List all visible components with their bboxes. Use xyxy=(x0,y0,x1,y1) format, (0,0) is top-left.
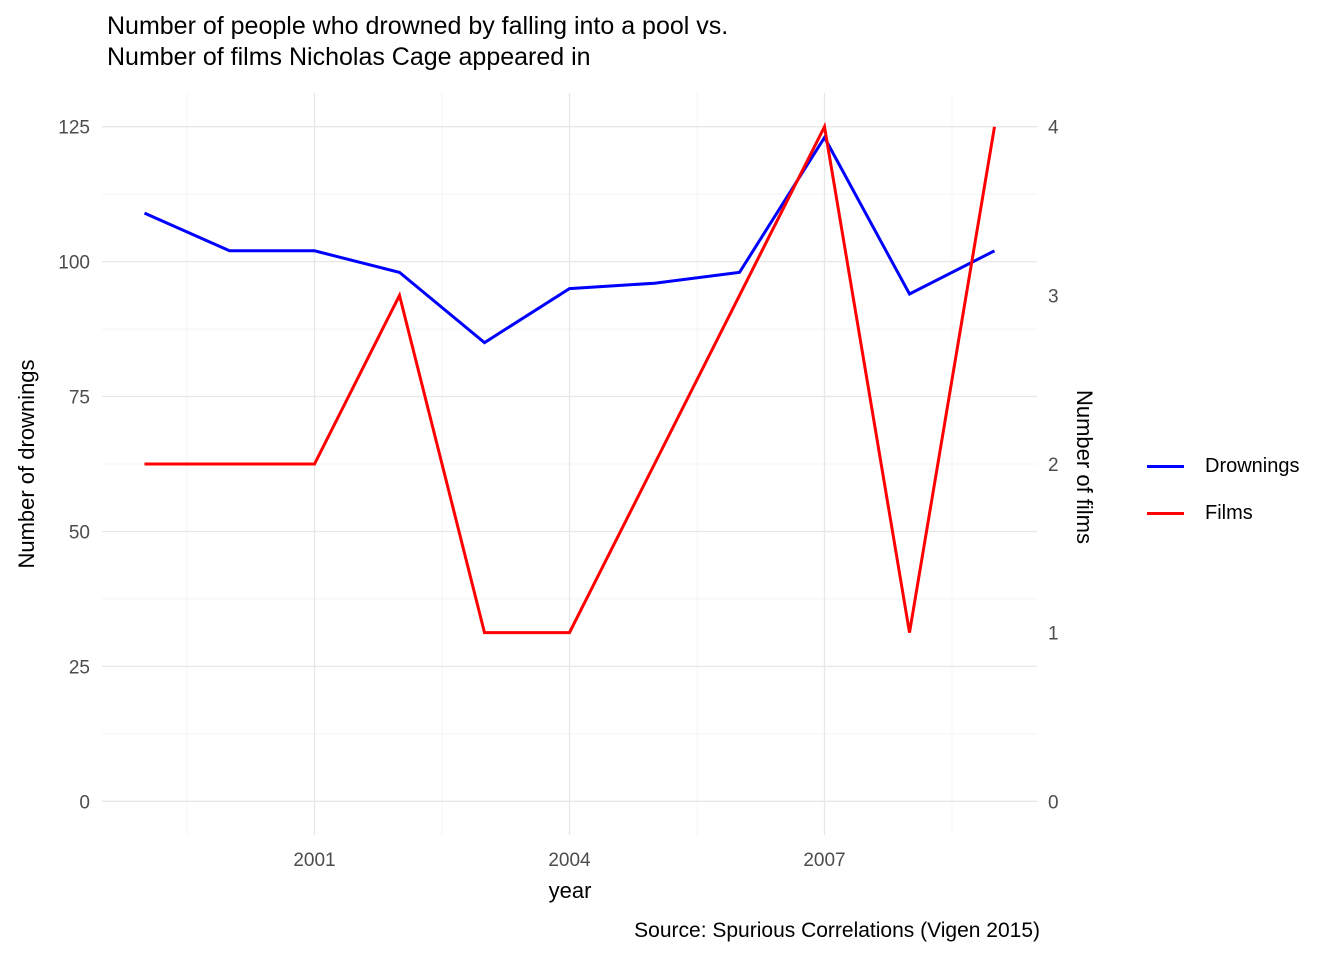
series-line-films xyxy=(144,121,996,635)
y-right-tick-label: 0 xyxy=(1048,792,1059,813)
right-y-axis-title: Number of films xyxy=(1072,389,1097,545)
legend-entry-films: Films xyxy=(1147,490,1299,537)
chart-title-line-1: Number of people who drowned by falling … xyxy=(107,12,729,40)
chart-title: Number of people who drowned by falling … xyxy=(107,11,728,73)
left-y-axis-title: Number of drownings xyxy=(14,359,39,569)
y-left-tick-label: 125 xyxy=(58,118,90,139)
y-right-tick-label: 2 xyxy=(1048,455,1059,476)
source-caption: Source: Spurious Correlations (Vigen 201… xyxy=(634,919,1040,942)
y-left-tick-label: 100 xyxy=(58,253,90,274)
y-right-tick-label: 1 xyxy=(1048,624,1059,645)
legend-label-films: Films xyxy=(1205,502,1253,524)
films-line-key xyxy=(1147,512,1184,515)
x-axis-title: year xyxy=(548,878,592,903)
chart-title-line-2: Number of films Nicholas Cage appeared i… xyxy=(107,43,591,71)
legend: Drownings Films xyxy=(1147,443,1299,537)
y-left-tick-label: 25 xyxy=(69,657,90,678)
x-tick-label: 2007 xyxy=(803,850,845,871)
y-left-tick-label: 50 xyxy=(69,523,90,544)
y-left-tick-label: 0 xyxy=(79,792,90,813)
x-tick-label: 2001 xyxy=(293,850,335,871)
x-tick-label: 2004 xyxy=(548,850,591,871)
series-line-drownings xyxy=(143,134,996,345)
y-right-tick-label: 4 xyxy=(1048,118,1059,139)
drownings-line-key xyxy=(1147,465,1184,468)
legend-label-drownings: Drownings xyxy=(1205,455,1300,477)
y-left-tick-label: 75 xyxy=(69,388,90,409)
legend-entry-drownings: Drownings xyxy=(1147,443,1299,490)
y-right-tick-label: 3 xyxy=(1048,286,1059,307)
